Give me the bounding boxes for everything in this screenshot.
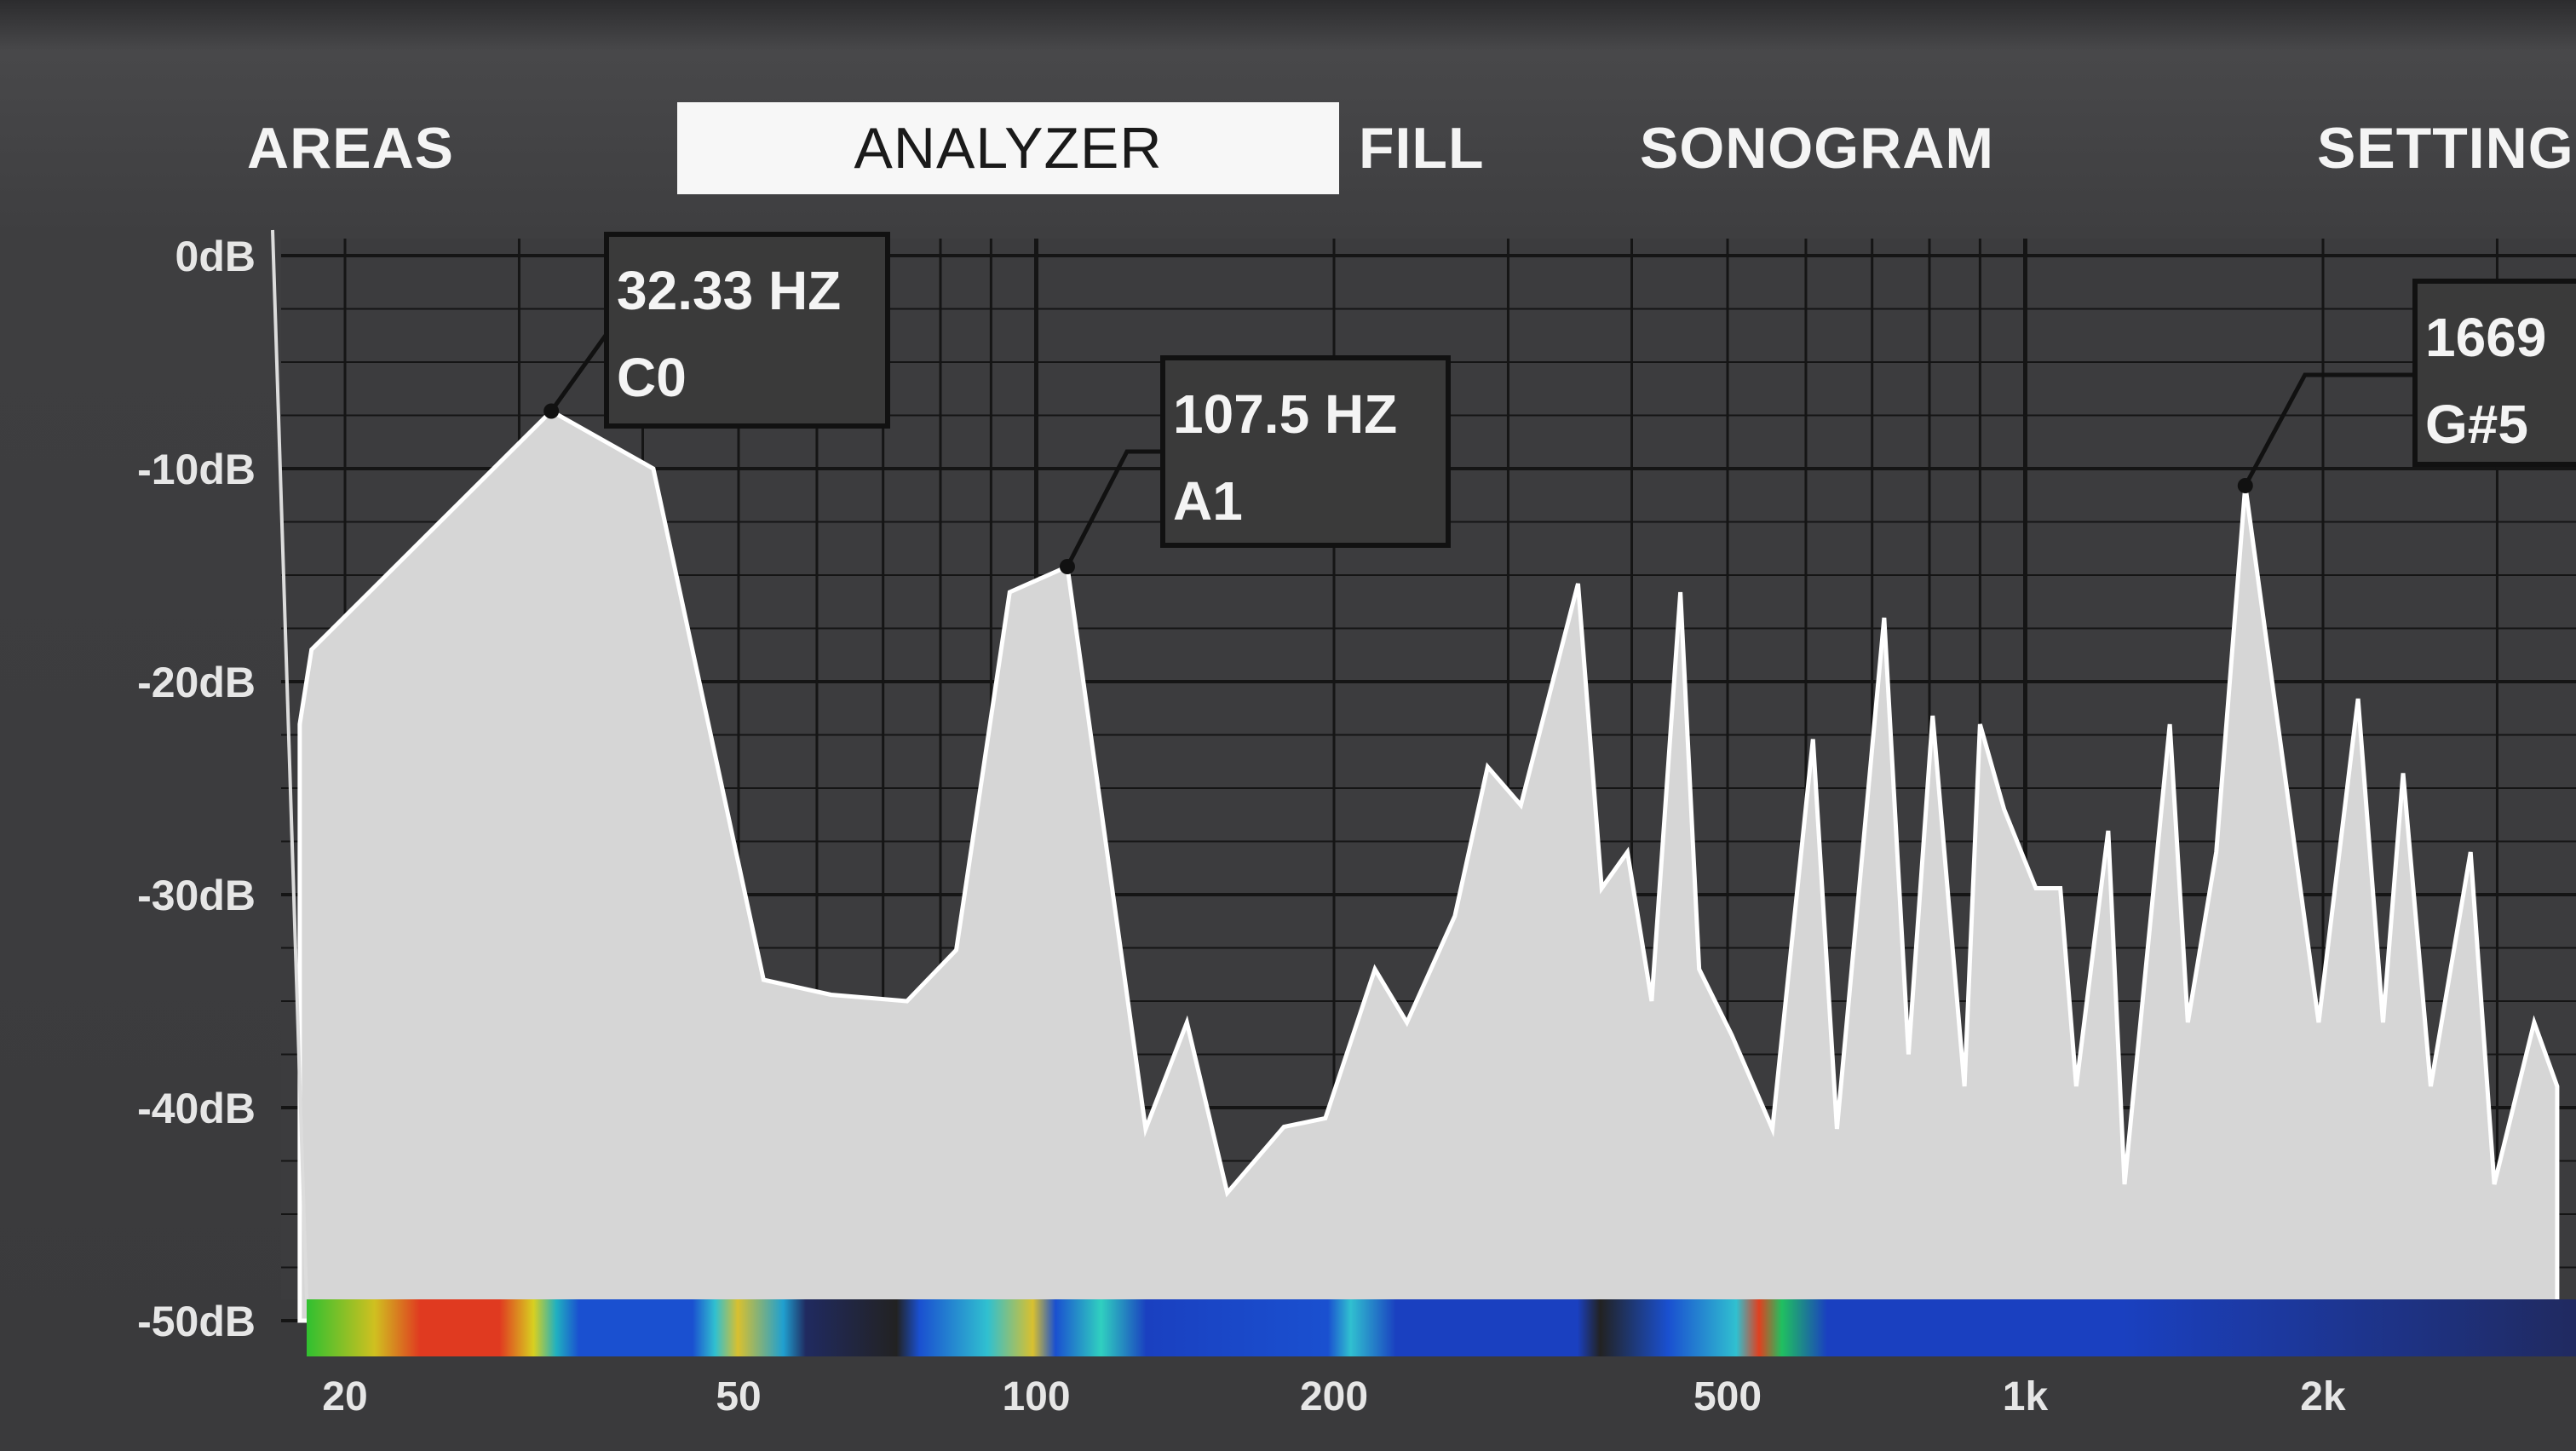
peak-annotation: 107.5 HZ A1 [1059, 355, 1451, 574]
annotation-frequency: 32.33 HZ [617, 260, 841, 321]
x-tick-label: 100 [1002, 1374, 1070, 1419]
peak-annotation: 32.33 HZ C0 [543, 232, 890, 429]
tab-setting[interactable]: SETTING [2317, 116, 2574, 181]
annotation-leader-line [2243, 372, 2415, 487]
x-tick-label: 200 [1300, 1374, 1368, 1419]
annotation-box [1160, 355, 1451, 548]
tab-fill[interactable]: FILL [1359, 116, 1485, 181]
y-tick-label: -20dB [137, 659, 256, 706]
peak-annotation: 1669 G#5 [2237, 279, 2576, 493]
peak-marker [543, 403, 560, 419]
x-tick-label: 500 [1693, 1374, 1762, 1419]
annotation-box [2412, 279, 2576, 467]
x-tick-label: 1k [2003, 1374, 2049, 1419]
tab-analyzer[interactable]: ANALYZER [677, 102, 1339, 194]
y-tick-label: 0dB [175, 233, 256, 280]
x-tick-label: 50 [716, 1374, 761, 1419]
y-axis [271, 229, 308, 1300]
annotation-note: C0 [617, 347, 687, 408]
annotation-frequency: 1669 [2425, 307, 2546, 368]
tab-areas[interactable]: AREAS [247, 116, 455, 181]
x-tick-label: 20 [322, 1374, 367, 1419]
colorbar [307, 1299, 2576, 1356]
y-tick-label: -50dB [137, 1298, 256, 1345]
annotation-note: A1 [1173, 470, 1243, 532]
peak-marker [2237, 478, 2253, 493]
peak-marker [1059, 559, 1075, 574]
x-tick-label: 2k [2300, 1374, 2346, 1419]
annotation-box [604, 232, 890, 429]
y-tick-label: -10dB [137, 446, 256, 493]
spectrum-area [297, 408, 2560, 1323]
y-tick-label: -40dB [137, 1085, 256, 1132]
y-tick-label: -30dB [137, 872, 256, 919]
tab-sonogram[interactable]: SONOGRAM [1640, 116, 1994, 181]
annotation-leader-line [1065, 449, 1163, 568]
annotation-frequency: 107.5 HZ [1173, 383, 1397, 445]
annotation-note: G#5 [2425, 394, 2528, 455]
